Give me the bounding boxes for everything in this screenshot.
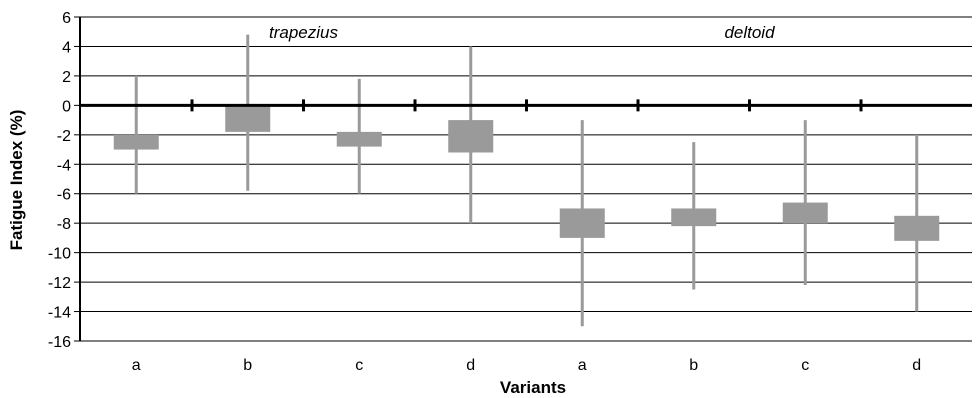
y-tick-label: -14 bbox=[48, 305, 71, 322]
y-tick-label: 4 bbox=[62, 39, 71, 56]
box bbox=[671, 208, 717, 227]
axis-layer bbox=[79, 17, 972, 342]
y-tick-label: -6 bbox=[57, 187, 71, 204]
x-axis-title: Variants bbox=[500, 378, 566, 397]
y-tick-label: 6 bbox=[62, 10, 71, 27]
y-tick-label: -16 bbox=[48, 334, 71, 351]
x-tick-label: a bbox=[578, 357, 587, 374]
x-tick-label: d bbox=[912, 357, 921, 374]
x-tick-label: d bbox=[466, 357, 475, 374]
x-tick-label: b bbox=[243, 357, 252, 374]
y-tick-label: -10 bbox=[48, 246, 71, 263]
box bbox=[448, 120, 494, 153]
x-tick-label: c bbox=[801, 357, 809, 374]
box bbox=[559, 208, 605, 238]
x-tick-label: c bbox=[355, 357, 363, 374]
y-axis-title: Fatigue Index (%) bbox=[7, 110, 26, 251]
y-tick-label: 2 bbox=[62, 69, 71, 86]
grid-layer bbox=[74, 16, 972, 342]
y-tick-label: -2 bbox=[57, 128, 71, 145]
box bbox=[225, 105, 271, 132]
box bbox=[894, 215, 940, 241]
y-tick-label: -4 bbox=[57, 157, 71, 174]
y-tick-label: 0 bbox=[62, 98, 71, 115]
y-tick-label: -8 bbox=[57, 216, 71, 233]
box bbox=[782, 202, 828, 224]
box bbox=[336, 131, 382, 147]
x-tick-label: b bbox=[689, 357, 698, 374]
box bbox=[113, 134, 159, 150]
y-tick-labels: 6 4 2 0 -2 -4 -6 -8 -10 -12 -14 -16 bbox=[48, 10, 71, 351]
group-labels: trapezius deltoid bbox=[269, 23, 775, 42]
y-tick-label: -12 bbox=[48, 275, 71, 292]
group-label-deltoid: deltoid bbox=[724, 23, 775, 42]
group-label-trapezius: trapezius bbox=[269, 23, 338, 42]
x-tick-label: a bbox=[132, 357, 141, 374]
box-marks bbox=[113, 34, 940, 327]
